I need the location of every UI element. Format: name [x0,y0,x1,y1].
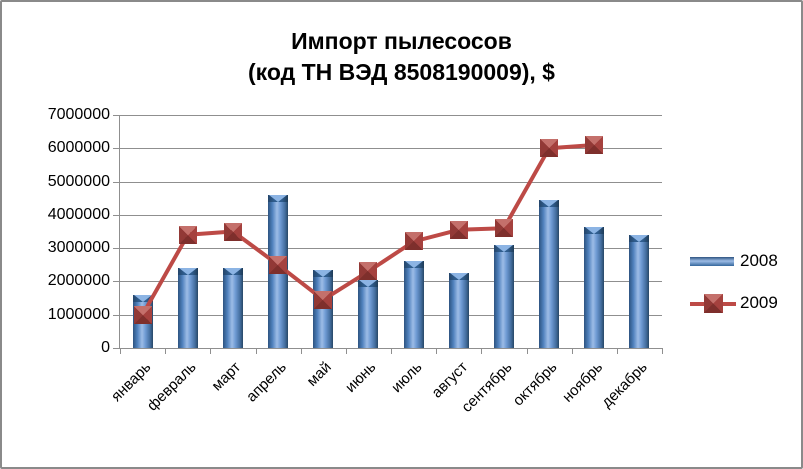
bar-ноябрь-2008 [584,227,604,348]
y-tick-label: 2000000 [47,272,110,289]
bar-top-bevel [133,295,153,302]
bar-top-bevel [539,200,559,207]
gridline [120,148,662,149]
x-tick [256,349,257,354]
x-tick-label-декабрь: декабрь [598,358,651,412]
y-tick-label: 7000000 [47,106,110,123]
x-tick-label-февраль: февраль [143,358,200,415]
line-2009 [140,143,595,316]
legend-bar-swatch-icon [690,256,734,266]
x-tick [481,349,482,354]
x-tick [165,349,166,354]
x-tick [527,349,528,354]
x-tick-label-октябрь: октябрь [509,358,561,410]
x-tick-label-май: май [303,358,335,390]
bar-top-bevel [494,245,514,252]
y-tick [113,115,119,116]
bar-март-2008 [223,268,243,348]
x-tick [210,349,211,354]
y-tick-label: 6000000 [47,139,110,156]
legend-line-marker-icon [690,293,736,313]
legend-label-2008: 2008 [740,251,778,270]
gridline [120,182,662,183]
x-tick [346,349,347,354]
bar-октябрь-2008 [539,200,559,348]
bar-top-bevel [223,268,243,275]
bar-top-bevel [178,268,198,275]
x-tick-label-апрель: апрель [242,358,290,406]
y-tick-label: 5000000 [47,173,110,190]
marker-август-2009 [450,221,468,239]
gridline [120,248,662,249]
legend-label-2009: 2009 [740,293,778,312]
bar-top-bevel [449,273,469,280]
gridline [120,315,662,316]
bar-top-bevel [584,227,604,234]
marker-июнь-2009 [359,262,377,280]
x-tick-label-июль: июль [388,358,426,397]
marker-июль-2009 [405,232,423,250]
x-tick [617,349,618,354]
x-tick [662,349,663,354]
y-tick [113,148,119,149]
bar-июнь-2008 [358,280,378,348]
marker-ноябрь-2009 [585,136,603,154]
y-tick [113,215,119,216]
bar-top-bevel [404,261,424,268]
bar-июль-2008 [404,261,424,348]
x-tick [120,349,121,354]
bar-февраль-2008 [178,268,198,348]
x-tick [572,349,573,354]
y-tick-label: 4000000 [47,206,110,223]
y-tick [113,315,119,316]
y-axis-line [119,115,120,349]
chart-title-line2: (код ТН ВЭД 8508190009), $ [248,59,555,85]
bar-декабрь-2008 [629,235,649,348]
x-tick [301,349,302,354]
legend-entry-2008: 2008 [690,249,800,273]
bar-сентябрь-2008 [494,245,514,348]
marker-январь-2009 [134,306,152,324]
gridline [120,281,662,282]
chart-title-line1: Импорт пылесосов [291,28,512,54]
y-tick [113,248,119,249]
marker-апрель-2009 [269,256,287,274]
y-tick [113,182,119,183]
y-tick [113,281,119,282]
y-tick [113,348,119,349]
x-tick [436,349,437,354]
y-tick-label: 3000000 [47,239,110,256]
gridline [120,115,662,116]
x-axis-line [119,348,663,349]
x-tick-label-июнь: июнь [342,358,380,396]
y-tick-label: 0 [101,339,110,356]
x-tick [391,349,392,354]
legend: 2008 2009 [690,249,800,333]
bar-май-2008 [313,270,333,348]
bar-top-bevel [313,270,333,277]
chart-title: Импорт пылесосов (код ТН ВЭД 8508190009)… [2,26,801,88]
marker-сентябрь-2009 [495,219,513,237]
y-tick-label: 1000000 [47,306,110,323]
x-tick-label-март: март [208,358,245,395]
legend-entry-2009: 2009 [690,291,800,315]
y-axis-labels: 0 1000000 2000000 3000000 4000000 5000000 6000… [2,2,110,467]
marker-март-2009 [224,223,242,241]
marker-октябрь-2009 [540,139,558,157]
bar-top-bevel [268,195,288,202]
gridline [120,215,662,216]
bar-top-bevel [629,235,649,242]
marker-май-2009 [314,291,332,309]
plot-area [120,115,662,348]
bar-август-2008 [449,273,469,348]
marker-февраль-2009 [179,226,197,244]
bar-top-bevel [358,280,378,287]
